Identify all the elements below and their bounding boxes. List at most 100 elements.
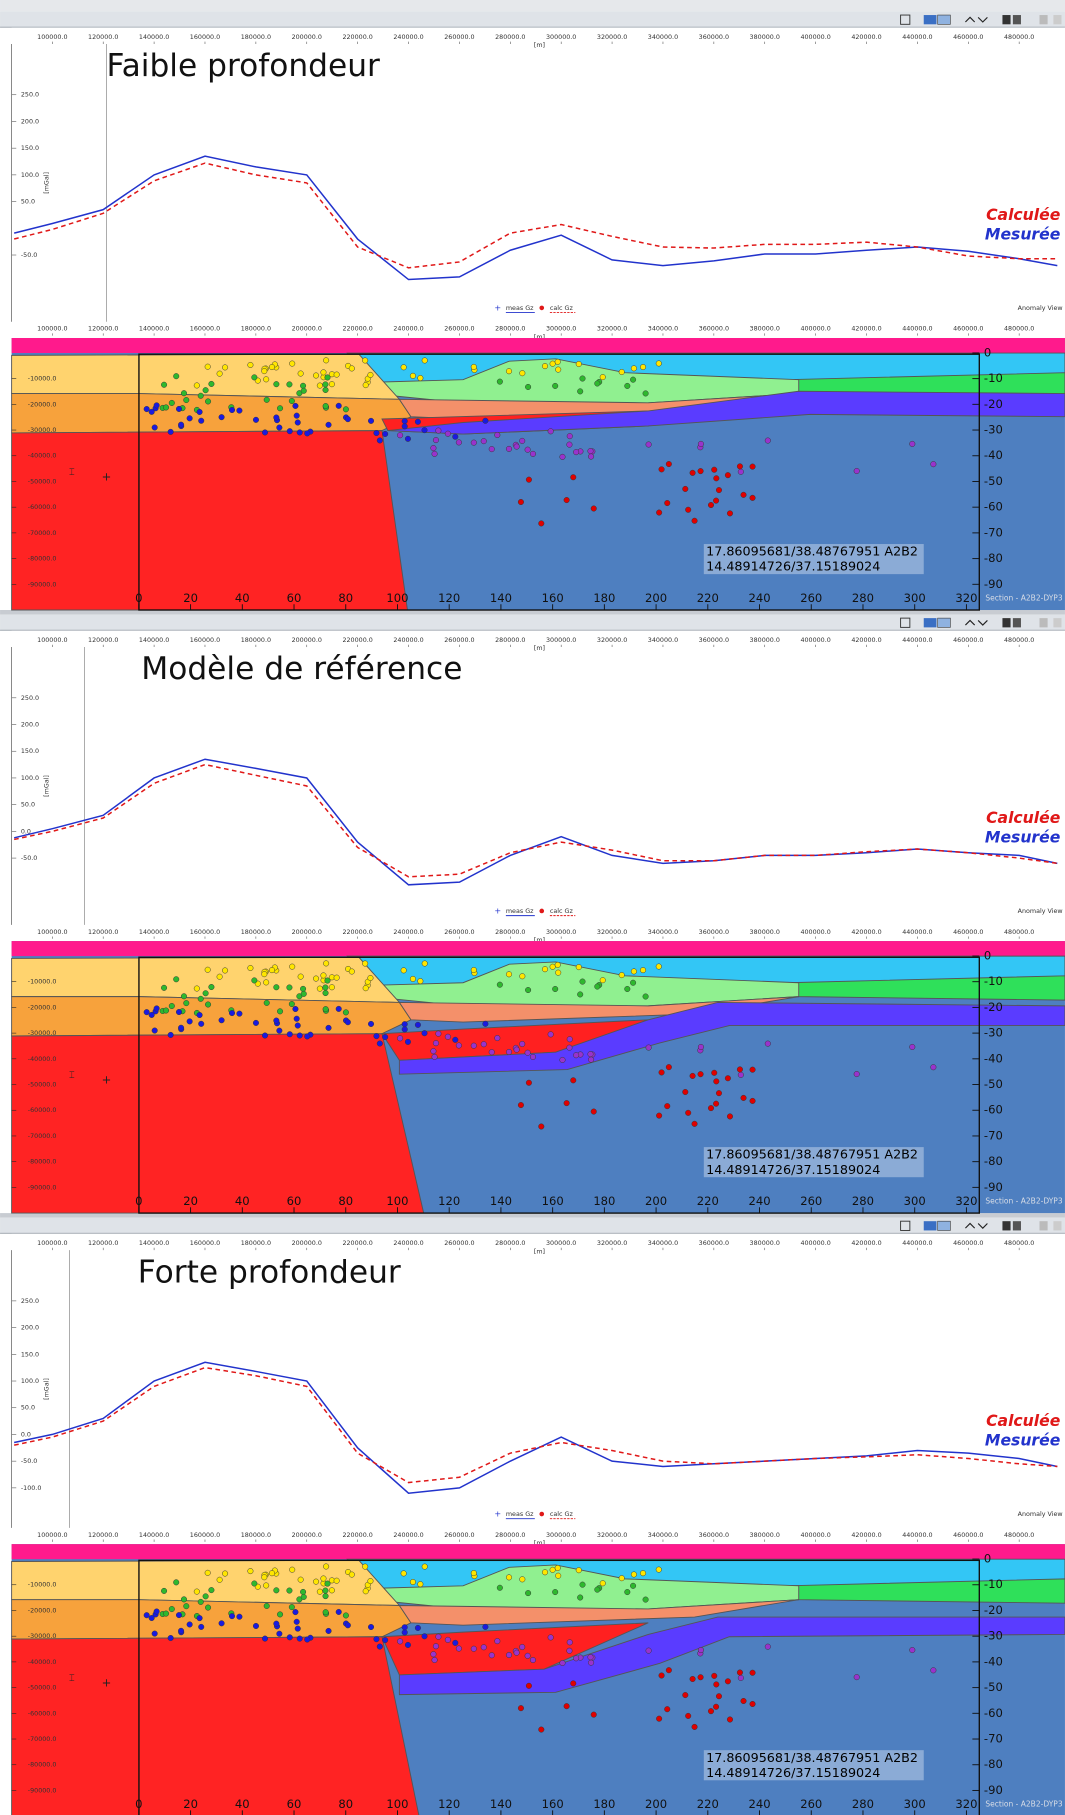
coordinate-text: 17.86095681/38.48767951 A2B2 [706, 1148, 918, 1163]
event-dot [153, 1005, 160, 1012]
event-dot [362, 1588, 369, 1595]
event-dot [273, 1587, 280, 1594]
event-dot [286, 1587, 293, 1594]
event-dot [153, 1608, 160, 1615]
marker: ⌶ [69, 1673, 75, 1684]
event-dot [401, 1026, 408, 1033]
distance-label: 40 [235, 591, 250, 605]
event-dot [313, 975, 320, 982]
event-dot [640, 967, 647, 974]
legend-entry: calc Gz [550, 908, 574, 915]
x-tick-label: 360000.0 [699, 326, 729, 333]
marker: + [102, 469, 112, 483]
legend-symbol: + [494, 905, 501, 915]
event-dot [247, 361, 254, 368]
event-dot [656, 509, 663, 516]
event-dot [689, 469, 696, 476]
event-dot [161, 984, 168, 991]
x-tick-label: 260000.0 [444, 326, 474, 333]
section-y-label: -90000.0 [28, 1787, 57, 1794]
event-dot [163, 1610, 170, 1617]
event-dot [525, 1590, 532, 1597]
event-dot [292, 1006, 299, 1013]
event-dot [713, 1078, 720, 1085]
section-y-label: -70000.0 [28, 530, 57, 537]
depth-label: -20 [984, 397, 1003, 411]
x-tick-label: 420000.0 [851, 1240, 881, 1247]
x-tick-label: 300000.0 [546, 326, 576, 333]
event-dot [711, 466, 718, 473]
layer [11, 430, 409, 611]
event-dot [455, 439, 462, 446]
event-dot [547, 1031, 554, 1038]
x-tick-label: 120000.0 [88, 1240, 118, 1247]
distance-label: 220 [697, 1194, 719, 1208]
event-dot [183, 1000, 190, 1007]
event-dot [737, 1674, 744, 1681]
event-dot [373, 1033, 380, 1040]
event-dot [193, 382, 200, 389]
event-dot [909, 1043, 916, 1050]
x-tick-label: 480000.0 [1004, 1240, 1034, 1247]
x-tick-label: 160000.0 [190, 1240, 220, 1247]
event-dot [251, 977, 258, 984]
x-tick-label: 120000.0 [88, 637, 118, 644]
event-dot [525, 476, 532, 483]
panel: 100000.0100000.0120000.0120000.0140000.0… [0, 614, 1065, 1214]
y-unit: [mGal] [43, 172, 50, 194]
depth-label: -40 [984, 1654, 1003, 1668]
coordinate-text: 14.48914726/37.15189024 [706, 560, 880, 575]
event-dot [401, 1629, 408, 1636]
event-dot [180, 390, 187, 397]
depth-label: -90 [984, 1180, 1003, 1194]
panel: 100000.0100000.0120000.0120000.0140000.0… [0, 10, 1065, 611]
event-dot [300, 990, 307, 997]
event-dot [505, 1574, 513, 1581]
depth-label: -60 [984, 500, 1003, 514]
event-dot [289, 360, 296, 367]
x-tick-label: 340000.0 [648, 637, 678, 644]
distance-label: 40 [235, 1797, 250, 1811]
event-dot [297, 1576, 304, 1583]
distance-label: 0 [135, 1797, 142, 1811]
event-dot [400, 1570, 407, 1577]
x-tick-label: 120000.0 [88, 34, 118, 41]
depth-label: -70 [984, 1732, 1003, 1746]
x-unit: [m] [534, 42, 545, 49]
event-dot [430, 1048, 437, 1055]
event-dot [579, 978, 586, 985]
event-dot [421, 427, 428, 434]
event-dot [161, 1587, 168, 1594]
event-dot [494, 1638, 501, 1645]
distance-label: 180 [593, 1797, 615, 1811]
event-dot [488, 1049, 495, 1056]
event-dot [204, 1569, 211, 1576]
event-dot [566, 1647, 573, 1654]
x-tick-label: 240000.0 [393, 1240, 423, 1247]
section-y-label: -20000.0 [28, 401, 57, 408]
depth-label: -30 [984, 1629, 1003, 1643]
x-tick-label: 220000.0 [342, 326, 372, 333]
event-dot [711, 1672, 718, 1679]
event-dot [151, 424, 158, 431]
event-dot [724, 1075, 731, 1082]
depth-label: 0 [984, 345, 991, 359]
event-dot [519, 973, 526, 980]
distance-label: 260 [800, 1797, 822, 1811]
event-dot [268, 1570, 275, 1577]
event-dot [362, 357, 369, 364]
marker: + [102, 1676, 112, 1690]
event-dot [930, 1667, 937, 1674]
profile-area [11, 630, 1065, 942]
section-y-label: -90000.0 [28, 581, 57, 588]
x-tick-label: 300000.0 [546, 1532, 576, 1539]
marker: + [102, 1072, 112, 1086]
x-tick-label: 460000.0 [953, 1240, 983, 1247]
section-y-label: -30000.0 [28, 1633, 57, 1640]
event-dot [430, 445, 437, 452]
event-dot [373, 430, 380, 437]
x-tick-label: 400000.0 [800, 929, 830, 936]
x-tick-label: 320000.0 [597, 1532, 627, 1539]
x-tick-label: 460000.0 [953, 1532, 983, 1539]
event-dot [455, 1645, 462, 1652]
